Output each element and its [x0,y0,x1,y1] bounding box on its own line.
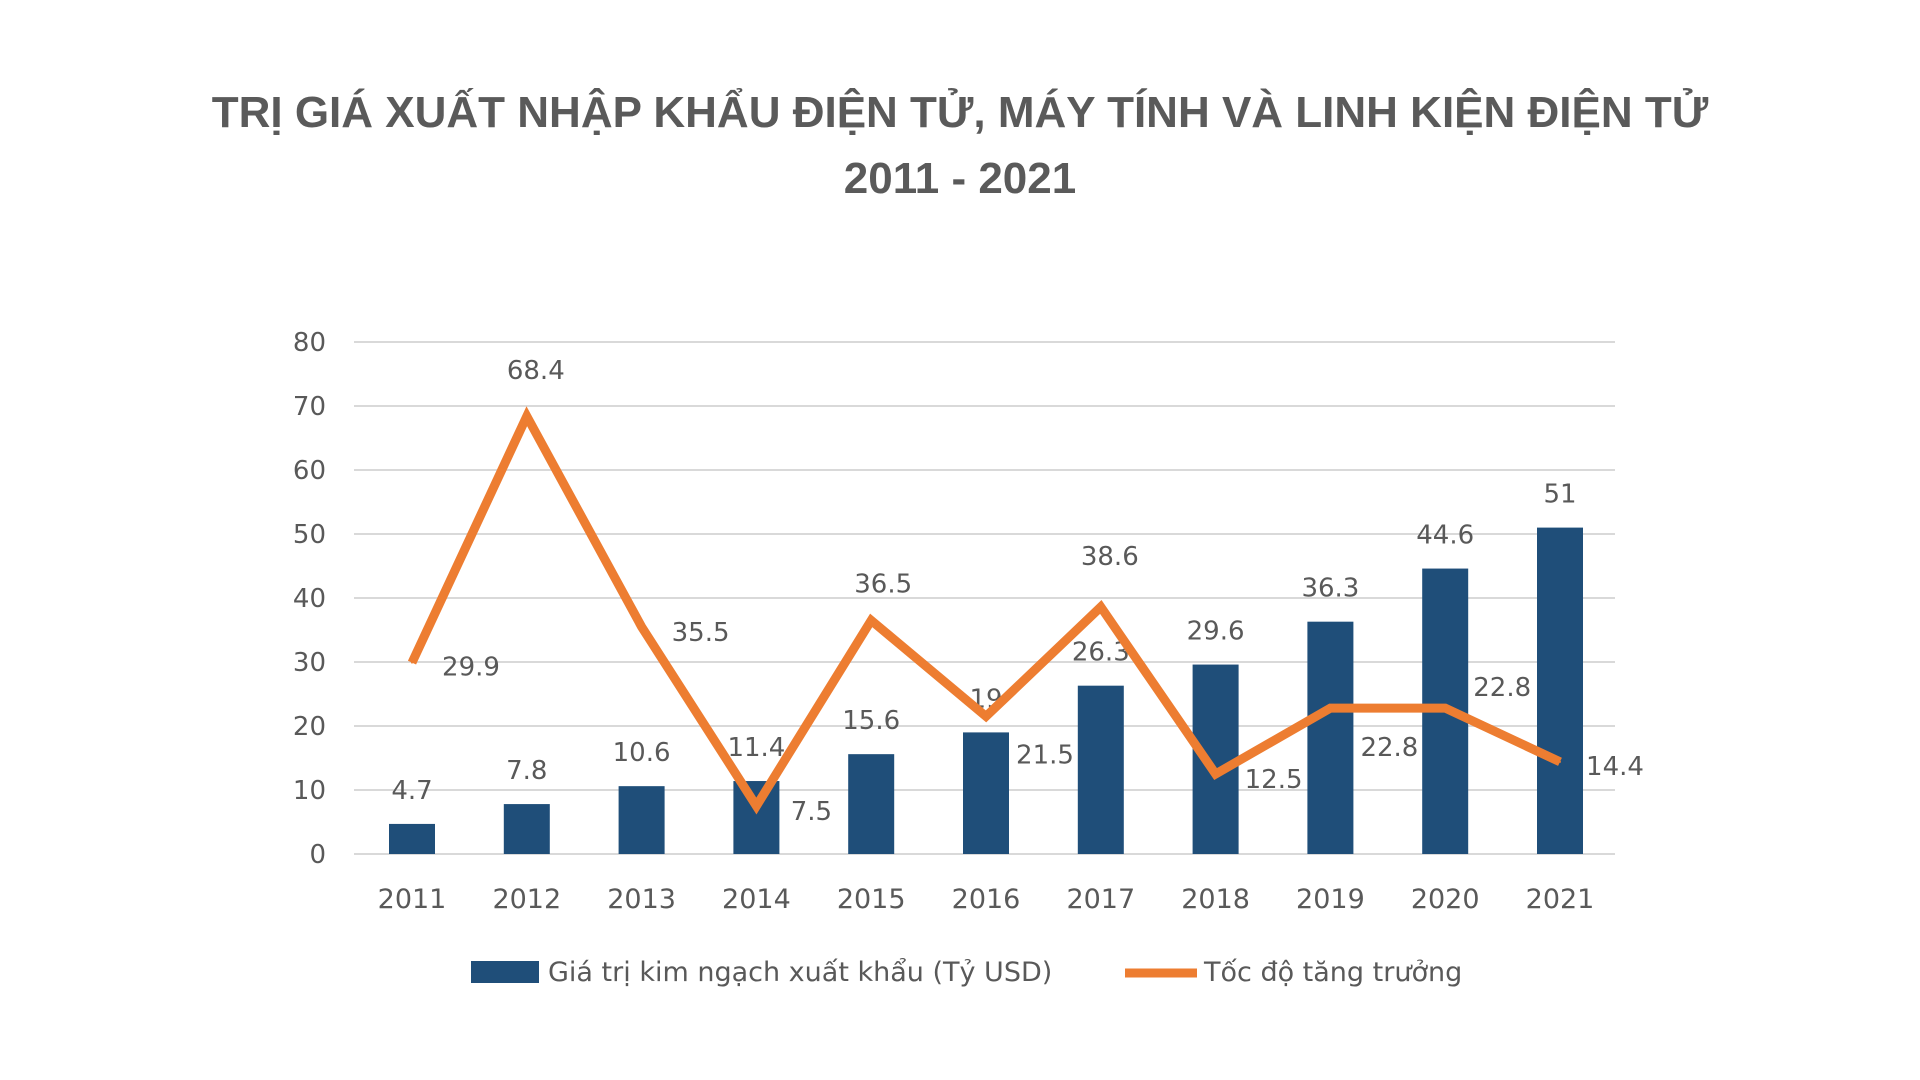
y-tick-label: 10 [293,776,326,806]
x-tick-label: 2011 [378,884,447,915]
bar-data-label: 36.3 [1301,574,1359,604]
y-tick-label: 60 [293,456,326,486]
y-tick-label: 30 [293,648,326,678]
bar [848,754,895,854]
x-tick-label: 2018 [1181,884,1250,915]
bar [733,781,780,854]
line-point [525,415,528,418]
line-data-label: 22.8 [1473,673,1531,703]
line-point [1559,760,1561,763]
line-point [985,715,987,718]
x-tick-label: 2013 [607,884,676,915]
bar [963,732,1009,854]
line-point [1329,707,1332,710]
x-tick-label: 2020 [1411,884,1480,915]
bar [1537,527,1583,854]
bar [1192,664,1239,854]
bar-data-label: 10.6 [613,738,671,768]
x-tick-label: 2015 [837,884,906,915]
bar-data-label: 51 [1543,480,1576,510]
x-tick-label: 2014 [722,884,791,915]
line-data-label: 68.4 [507,356,565,386]
bar-data-label: 44.6 [1416,521,1474,551]
line-point [1099,605,1102,608]
x-tick-label: 2021 [1526,884,1595,915]
bar-data-label: 7.8 [506,756,547,786]
line-data-label: 21.5 [1016,740,1074,770]
line-data-label: 29.9 [442,653,500,683]
x-tick-label: 2017 [1066,884,1135,915]
y-tick-label: 70 [293,392,326,422]
line-point [755,805,758,807]
chart-subtitle: 2011 - 2021 [843,154,1077,203]
line-point [870,619,873,622]
line-data-label: 14.4 [1586,752,1644,782]
chart-title: TRỊ GIÁ XUẤT NHẬP KHẨU ĐIỆN TỬ, MÁY TÍNH… [211,88,1709,137]
x-tick-label: 2012 [492,884,561,915]
bar [618,786,665,854]
bar-data-label: 15.6 [842,706,900,736]
bar [1307,621,1354,854]
legend-bar-label: Giá trị kim ngạch xuất khẩu (Tỷ USD) [548,957,1052,988]
y-tick-label: 80 [293,328,326,358]
x-tick-label: 2019 [1296,884,1365,915]
y-tick-label: 40 [293,584,326,614]
y-tick-label: 0 [309,840,326,870]
line-point [411,661,413,664]
line-data-label: 38.6 [1081,542,1139,572]
line-data-label: 36.5 [854,569,912,599]
y-tick-label: 20 [293,712,326,742]
x-tick-label: 2016 [952,884,1021,915]
bar-data-label: 4.7 [391,776,432,806]
bar [1077,685,1124,854]
line-data-label: 7.5 [791,797,832,827]
bar [503,804,550,854]
line-point [640,625,643,628]
legend-line-label: Tốc độ tăng trưởng [1203,957,1462,988]
y-tick-label: 50 [293,520,326,550]
line-data-label: 12.5 [1245,765,1303,795]
line-data-label: 22.8 [1360,733,1418,763]
bar [389,823,435,854]
legend-bar-swatch [471,961,539,983]
line-data-label: 35.5 [672,618,730,648]
line-point [1444,707,1447,710]
bar-data-label: 11.4 [727,733,785,763]
line-point [1214,773,1217,775]
bar-data-label: 29.6 [1187,617,1245,647]
